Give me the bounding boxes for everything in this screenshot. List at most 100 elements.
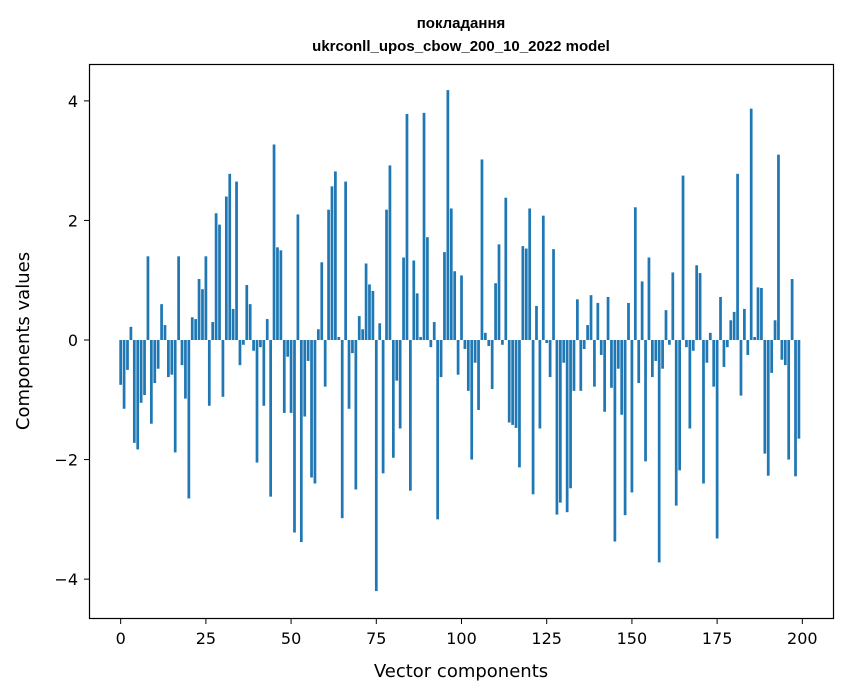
bar <box>552 249 555 340</box>
bar <box>436 340 440 520</box>
bar <box>610 340 613 388</box>
bar <box>252 340 255 351</box>
bar <box>695 265 699 341</box>
bar <box>388 165 392 341</box>
bar <box>405 114 409 341</box>
bar <box>572 340 576 391</box>
bar <box>606 296 610 340</box>
bar <box>743 308 746 341</box>
bar <box>599 340 603 355</box>
bar <box>576 299 579 340</box>
bar <box>770 340 774 373</box>
bar <box>456 340 460 375</box>
bar <box>228 173 232 341</box>
bar-series <box>119 90 801 592</box>
bar <box>316 329 320 340</box>
bar <box>790 279 794 341</box>
bar <box>207 340 211 406</box>
y-tick-label: −2 <box>54 451 78 470</box>
bar <box>391 340 395 458</box>
bar <box>760 287 763 340</box>
bar <box>620 340 624 415</box>
x-tick-label: 125 <box>531 629 562 648</box>
bar <box>528 208 532 340</box>
bar <box>310 340 313 478</box>
x-tick-label: 175 <box>702 629 733 648</box>
bar <box>446 90 450 341</box>
y-tick-label: 2 <box>68 211 78 230</box>
bar <box>306 340 310 361</box>
bar <box>749 108 753 340</box>
bar <box>531 340 535 495</box>
bar <box>729 320 733 341</box>
bar <box>763 340 767 454</box>
x-tick-label: 75 <box>366 629 386 648</box>
bar <box>535 305 538 341</box>
bar <box>197 279 201 341</box>
bar <box>187 340 191 499</box>
bar <box>674 340 678 506</box>
bar <box>736 173 739 341</box>
bar <box>443 252 446 340</box>
bar <box>497 244 501 340</box>
bar <box>739 340 743 396</box>
chart-title-line-1: покладання <box>417 15 506 32</box>
bar <box>190 317 194 341</box>
bar <box>545 340 549 343</box>
bar <box>439 340 443 378</box>
bar <box>419 337 422 341</box>
bar <box>204 256 208 341</box>
chart-title-line-2: ukrconll_upos_cbow_200_10_2022 model <box>312 38 610 55</box>
bar <box>725 340 729 348</box>
bar <box>132 340 136 443</box>
bar <box>422 112 426 341</box>
x-axis-ticks: 0 25 50 75 100 125 150 175 200 <box>116 618 818 648</box>
bar <box>633 207 637 341</box>
bar <box>409 340 412 491</box>
bar <box>487 340 491 346</box>
bar <box>374 340 378 592</box>
bar <box>647 257 651 340</box>
bar <box>490 340 494 390</box>
bar <box>565 340 569 513</box>
bar <box>722 340 726 367</box>
bar <box>224 196 228 340</box>
bar <box>780 340 784 360</box>
bar <box>330 186 334 340</box>
bar <box>668 340 671 345</box>
x-tick-label: 150 <box>617 629 648 648</box>
bar <box>698 273 702 341</box>
bar <box>708 332 712 340</box>
bar <box>323 340 327 387</box>
bar <box>596 302 600 341</box>
bar <box>340 340 344 519</box>
bar <box>255 340 259 463</box>
bar <box>494 283 497 340</box>
bar <box>221 340 225 397</box>
bar <box>238 340 242 366</box>
bar <box>351 340 354 354</box>
bar <box>678 340 681 471</box>
bar <box>548 340 552 378</box>
bar <box>613 340 617 542</box>
x-tick-label: 100 <box>446 629 477 648</box>
bar <box>184 340 187 399</box>
bar <box>753 337 756 341</box>
bar <box>265 319 269 340</box>
bar <box>518 340 521 468</box>
bar <box>303 340 307 417</box>
y-axis-ticks: −4 −2 0 2 4 <box>54 92 90 589</box>
bar <box>153 340 157 384</box>
bar <box>671 272 675 341</box>
bar <box>371 290 375 340</box>
bar <box>766 340 770 476</box>
bar <box>616 340 620 369</box>
bar <box>685 340 688 348</box>
y-tick-label: 4 <box>68 92 78 111</box>
bar <box>562 340 566 363</box>
bar <box>777 154 780 341</box>
bar <box>593 340 596 387</box>
bar <box>640 281 644 341</box>
bar <box>719 296 722 340</box>
